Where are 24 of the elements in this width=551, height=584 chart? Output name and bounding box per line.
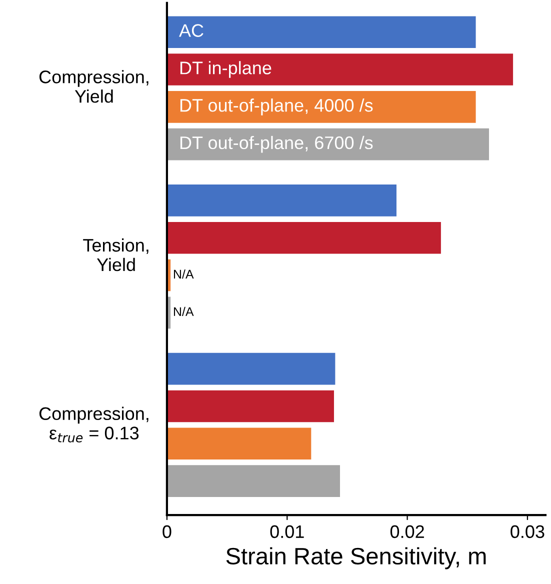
series-label: DT in-plane <box>180 61 272 78</box>
y-tick-label: Compression, ε$_{true}$ = 0.13 <box>39 406 148 442</box>
y-tick-label: Tension, Yield <box>83 238 148 272</box>
bar <box>166 222 441 254</box>
bar <box>166 91 476 123</box>
bar <box>166 352 336 385</box>
bar <box>166 16 476 48</box>
series-label: DT out-of-plane, 4000 /s <box>180 98 373 116</box>
series-label: AC <box>179 24 204 37</box>
series-label: DT out-of-plane, 6700 /s <box>180 136 373 153</box>
bar <box>166 184 396 216</box>
bar <box>166 465 340 497</box>
bar <box>166 428 312 460</box>
bar <box>166 128 490 160</box>
x-tick-label: 0 <box>162 525 172 538</box>
x-tick-label: 0.03 <box>510 525 544 538</box>
data-label: N/A <box>174 306 194 316</box>
x-axis-title: Strain Rate Sensitivity, m <box>226 547 486 570</box>
bar <box>166 54 514 86</box>
data-label: N/A <box>174 269 194 279</box>
x-tick-label: 0.02 <box>390 525 424 538</box>
bar <box>166 390 334 422</box>
x-tick-label: 0.01 <box>270 525 304 538</box>
y-tick-label: Compression, Yield <box>39 70 148 103</box>
